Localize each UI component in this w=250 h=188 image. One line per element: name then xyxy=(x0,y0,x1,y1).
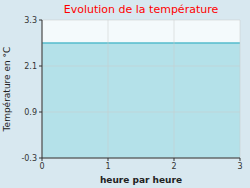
y-tick xyxy=(39,112,42,113)
y-tick xyxy=(39,20,42,21)
y-tick-label: -0.3 xyxy=(21,154,37,163)
y-axis-line xyxy=(42,20,43,158)
chart-container: 0 1 2 3 -0.3 0.9 2.1 3.3 Evolution de la tempéra… xyxy=(0,0,250,188)
y-tick-label: 0.9 xyxy=(24,108,37,117)
x-tick-label: 3 xyxy=(237,162,242,171)
grid-line-x xyxy=(240,20,241,158)
title: Evolution de la température xyxy=(64,3,219,16)
grid-line-x xyxy=(42,20,43,158)
grid-line-y xyxy=(42,66,240,67)
area-fill xyxy=(42,43,240,158)
plot-area xyxy=(42,43,240,158)
plot-background xyxy=(42,20,240,158)
grid xyxy=(42,20,240,158)
y-tick-label: 2.1 xyxy=(24,62,37,71)
x-tick xyxy=(108,158,109,161)
chart: 0 1 2 3 -0.3 0.9 2.1 3.3 Evolution de la tempéra… xyxy=(0,0,250,188)
y-tick xyxy=(39,66,42,67)
background xyxy=(0,0,250,188)
y-tick xyxy=(39,158,42,159)
grid-line-y xyxy=(42,20,240,21)
x-axis-label: heure par heure xyxy=(100,175,182,185)
x-axis-line xyxy=(42,158,240,159)
x-tick xyxy=(240,158,241,161)
grid-line-y xyxy=(42,158,240,159)
x-tick-label: 1 xyxy=(105,162,110,171)
x-tick-label: 2 xyxy=(171,162,176,171)
x-tick-label: 0 xyxy=(39,162,44,171)
grid-line-y xyxy=(42,112,240,113)
grid-line-x xyxy=(108,20,109,158)
grid-line-x xyxy=(174,20,175,158)
y-axis-label: Température en °C xyxy=(2,47,12,133)
x-tick xyxy=(174,158,175,161)
area-line xyxy=(42,42,240,44)
y-tick-label: 3.3 xyxy=(24,16,37,25)
